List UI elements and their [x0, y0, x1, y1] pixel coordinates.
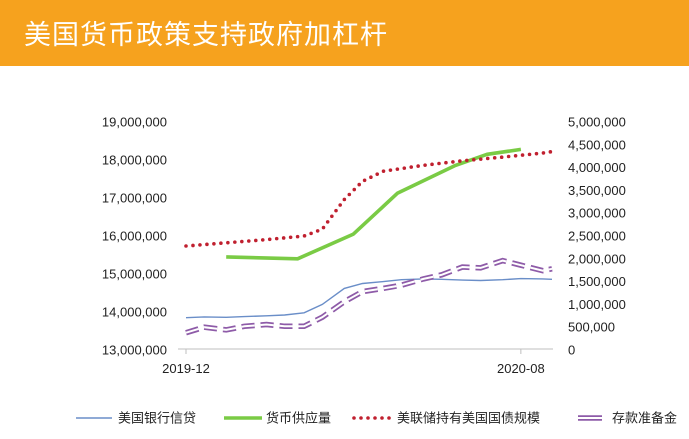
y-axis-left: 13,000,000 14,000,000 15,000,000 16,000,000…	[102, 115, 167, 358]
series-存款准备金	[185, 257, 553, 336]
series-line	[185, 277, 553, 319]
series-美联储持有美国国债规模	[184, 149, 554, 248]
series-line	[226, 147, 522, 261]
legend-item: 存款准备金	[578, 411, 677, 427]
legend-item: 美国银行信贷	[76, 412, 196, 427]
legend-item: 货币供应量	[224, 411, 331, 427]
x-tick-label: 2020-08	[497, 361, 545, 376]
y-axis-right: 0 500,000 1,000,000 1,500,000 2,000,000 2,500…	[568, 115, 626, 358]
y-right-tick-label: 2,500,000	[568, 229, 626, 244]
series-line-inner	[185, 259, 553, 334]
line-chart: 13,000,000 14,000,000 15,000,000 16,000,000…	[76, 115, 677, 427]
legend-label: 美国银行信贷	[118, 412, 196, 427]
x-axis: 2019-12 2020-08	[162, 349, 545, 376]
y-right-tick-label: 3,000,000	[568, 206, 626, 221]
y-left-tick-label: 18,000,000	[102, 153, 167, 168]
y-left-tick-label: 14,000,000	[102, 305, 167, 320]
y-right-tick-label: 1,500,000	[568, 274, 626, 289]
y-right-tick-label: 5,000,000	[568, 115, 626, 130]
y-left-tick-label: 16,000,000	[102, 229, 167, 244]
series-美国银行信贷	[185, 277, 553, 319]
y-right-tick-label: 4,500,000	[568, 137, 626, 152]
y-right-tick-label: 2,000,000	[568, 251, 626, 266]
series-line	[184, 149, 554, 248]
series-货币供应量	[226, 147, 522, 261]
plot-area	[184, 147, 554, 336]
y-left-tick-label: 19,000,000	[102, 115, 167, 130]
legend-item: 美联储持有美国国债规模	[352, 412, 540, 427]
legend-label: 货币供应量	[266, 411, 331, 427]
page-title: 美国货币政策支持政府加杠杆	[24, 20, 388, 51]
y-right-tick-label: 500,000	[568, 320, 615, 335]
series-line	[185, 257, 553, 336]
y-right-tick-label: 0	[568, 343, 575, 358]
y-right-tick-label: 3,500,000	[568, 183, 626, 198]
y-left-tick-label: 17,000,000	[102, 191, 167, 206]
legend-label: 美联储持有美国国债规模	[397, 412, 540, 427]
y-right-tick-label: 4,000,000	[568, 160, 626, 175]
y-left-tick-label: 13,000,000	[102, 343, 167, 358]
y-right-tick-label: 1,000,000	[568, 297, 626, 312]
legend-label: 存款准备金	[612, 411, 677, 427]
legend: 美国银行信贷 货币供应量 美联储持有美国国债规模 存款准备金	[76, 411, 677, 427]
y-left-tick-label: 15,000,000	[102, 267, 167, 282]
title-banner: 美国货币政策支持政府加杠杆	[0, 0, 689, 66]
x-tick-label: 2019-12	[162, 361, 210, 376]
